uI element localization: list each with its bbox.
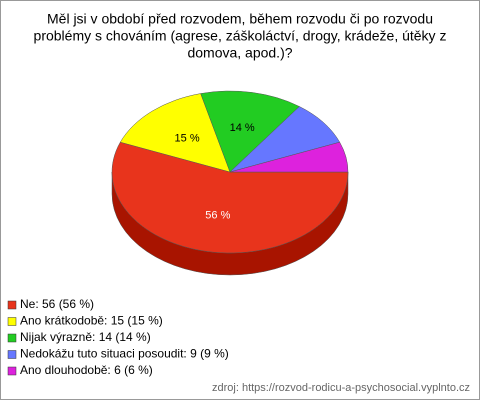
legend-swatch (7, 350, 17, 359)
chart-title: domova, apod.)? (187, 45, 292, 61)
source: zdroj: https://rozvod-rodicu-a-psychosoc… (212, 382, 470, 394)
chart-title: problémy s chováním (agrese, záškoláctví… (34, 28, 447, 44)
data-label: 15 % (175, 132, 200, 144)
pie-slice (119, 93, 231, 173)
legend-swatch (7, 366, 17, 376)
legend-swatch (7, 333, 17, 343)
pie-slice (111, 141, 349, 254)
pie-slice (229, 141, 349, 173)
data-label: 56 % (205, 210, 230, 222)
legend-label: Ne: 56 (56 %) (20, 297, 94, 311)
data-label: 14 % (230, 122, 255, 134)
legend-label: Ano dlouhodobě: 6 (6 %) (20, 363, 153, 377)
legend-label: Nijak výrazně: 14 (14 %) (20, 330, 151, 344)
pie-slice (200, 90, 300, 173)
legend-label: Nedokážu tuto situaci posoudit: 9 (9 %) (20, 347, 229, 361)
legend-swatch (7, 300, 17, 310)
legend-swatch (7, 317, 17, 326)
chart-title: Měl jsi v období před rozvodem, během ro… (47, 11, 433, 27)
legend-label: Ano krátkodobě: 15 (15 %) (20, 314, 163, 328)
